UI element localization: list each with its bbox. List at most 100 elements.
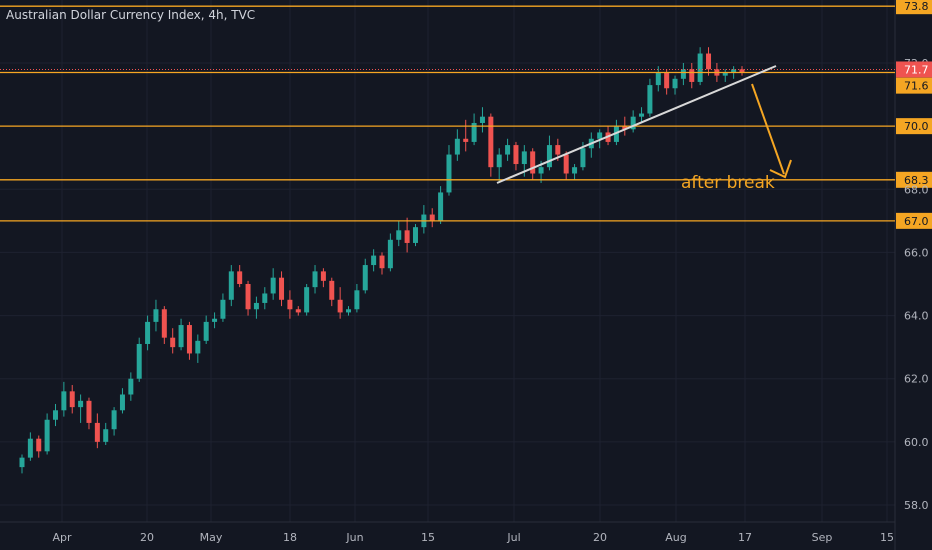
candle[interactable]: [186, 321, 192, 360]
candle[interactable]: [530, 148, 536, 180]
candle[interactable]: [446, 145, 452, 196]
candle-body[interactable]: [212, 318, 218, 322]
candle[interactable]: [287, 290, 293, 319]
candle[interactable]: [513, 141, 519, 171]
candle-body[interactable]: [622, 126, 628, 130]
candle-body[interactable]: [86, 400, 92, 423]
candle[interactable]: [237, 265, 243, 288]
candle[interactable]: [27, 432, 33, 461]
candle[interactable]: [86, 397, 92, 430]
candle[interactable]: [672, 75, 678, 95]
candle-body[interactable]: [329, 280, 335, 300]
candle-body[interactable]: [44, 419, 50, 452]
candle-body[interactable]: [572, 167, 578, 174]
candle[interactable]: [463, 119, 469, 152]
candle-body[interactable]: [203, 321, 209, 341]
current-price-badge[interactable]: 71.7: [896, 61, 932, 78]
candle[interactable]: [354, 284, 360, 313]
candle[interactable]: [387, 233, 393, 272]
candle[interactable]: [647, 78, 653, 117]
candle[interactable]: [36, 435, 42, 458]
candle-body[interactable]: [412, 227, 418, 243]
candle-body[interactable]: [513, 145, 519, 165]
candle-series[interactable]: [19, 47, 745, 474]
candle-body[interactable]: [69, 391, 75, 408]
candle[interactable]: [706, 47, 712, 76]
candle-body[interactable]: [471, 122, 477, 142]
candle-body[interactable]: [505, 145, 511, 155]
level-badge[interactable]: 70.0: [896, 118, 932, 135]
candle[interactable]: [597, 129, 603, 149]
candle[interactable]: [228, 265, 234, 307]
candle-body[interactable]: [530, 151, 536, 174]
candle[interactable]: [44, 413, 50, 455]
candle-body[interactable]: [354, 290, 360, 310]
trendline-group[interactable]: [496, 65, 792, 184]
candle[interactable]: [136, 337, 142, 382]
candle-body[interactable]: [145, 321, 151, 344]
candle-body[interactable]: [655, 72, 661, 86]
candle-body[interactable]: [245, 284, 251, 310]
candle[interactable]: [505, 138, 511, 161]
candle-body[interactable]: [387, 239, 393, 269]
time-axis[interactable]: Apr 20 May 18 Jun 15 Jul 20 Aug 17 Sep 15: [52, 531, 894, 544]
candle[interactable]: [371, 249, 377, 272]
candle[interactable]: [220, 293, 226, 322]
candle-body[interactable]: [111, 410, 117, 430]
candle-body[interactable]: [36, 438, 42, 452]
candle-body[interactable]: [496, 154, 502, 168]
level-badge[interactable]: 67.0: [896, 212, 932, 229]
candle-body[interactable]: [78, 400, 84, 408]
candle[interactable]: [346, 306, 352, 316]
candle-body[interactable]: [262, 293, 268, 303]
candle[interactable]: [103, 422, 109, 446]
candle-body[interactable]: [320, 271, 326, 281]
candle-body[interactable]: [270, 277, 276, 294]
candle[interactable]: [337, 287, 343, 319]
candle[interactable]: [689, 63, 695, 89]
candle-body[interactable]: [706, 53, 712, 70]
candle[interactable]: [396, 220, 402, 247]
ascending-trendline[interactable]: [496, 65, 777, 184]
candle-body[interactable]: [672, 78, 678, 89]
candle[interactable]: [362, 258, 368, 294]
candle-body[interactable]: [128, 378, 134, 395]
candle[interactable]: [203, 315, 209, 344]
candle-body[interactable]: [697, 53, 703, 82]
candle-body[interactable]: [103, 429, 109, 442]
candle[interactable]: [572, 164, 578, 180]
candle[interactable]: [379, 252, 385, 275]
price-axis[interactable]: 58.0 60.0 62.0 64.0 66.0 73.8 71.6 70.0 68.3 67.0…: [896, 0, 932, 512]
candle[interactable]: [563, 151, 569, 180]
candle[interactable]: [488, 113, 494, 177]
candle-body[interactable]: [279, 277, 285, 300]
candle[interactable]: [61, 381, 67, 417]
candle[interactable]: [329, 277, 335, 307]
candle-body[interactable]: [304, 287, 310, 313]
candle[interactable]: [722, 69, 728, 82]
candle-body[interactable]: [647, 85, 653, 114]
candle-body[interactable]: [61, 391, 67, 411]
candle-body[interactable]: [438, 192, 444, 221]
candle-body[interactable]: [136, 343, 142, 379]
candle[interactable]: [697, 47, 703, 86]
candle-body[interactable]: [630, 116, 636, 130]
candle[interactable]: [69, 385, 75, 414]
candle[interactable]: [655, 66, 661, 92]
candle-body[interactable]: [546, 145, 552, 168]
candle-body[interactable]: [253, 302, 259, 310]
candle[interactable]: [270, 268, 276, 300]
candle-body[interactable]: [563, 154, 569, 174]
candle-body[interactable]: [186, 325, 192, 354]
candle[interactable]: [52, 403, 58, 427]
candle-body[interactable]: [52, 410, 58, 420]
candle-body[interactable]: [597, 132, 603, 139]
candle-body[interactable]: [429, 214, 435, 221]
candle-body[interactable]: [337, 299, 343, 313]
level-badge[interactable]: 68.3: [896, 171, 932, 188]
candle-body[interactable]: [19, 457, 25, 468]
candle[interactable]: [320, 268, 326, 288]
candle-body[interactable]: [119, 394, 125, 411]
candle[interactable]: [170, 328, 176, 354]
